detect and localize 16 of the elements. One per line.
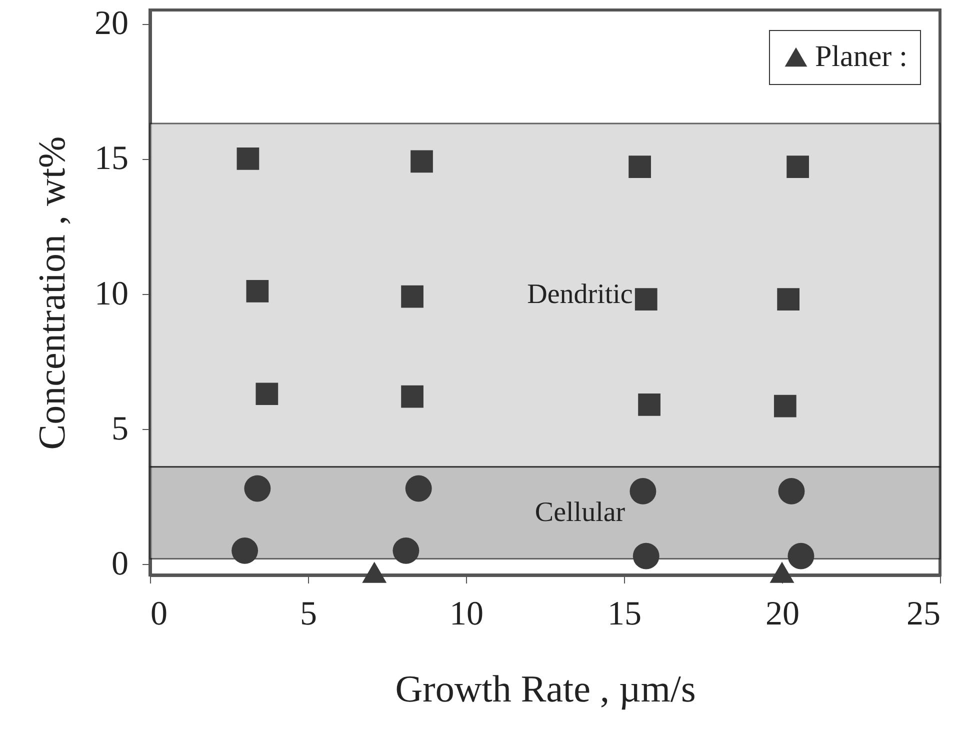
legend-label: Planer :: [815, 40, 908, 73]
x-tick-label: 15: [608, 596, 642, 632]
y-tick-label: 10: [94, 275, 128, 312]
x-axis-title: Growth Rate , µm/s: [395, 668, 696, 710]
x-tick-label: 5: [300, 596, 317, 632]
y-tick-label: 15: [94, 140, 128, 178]
y-tick-label: 5: [112, 410, 128, 448]
y-axis-title: Concentration , wt%: [32, 136, 74, 450]
y-tick-label: 0: [112, 546, 128, 583]
x-tick-label: 0: [150, 596, 168, 632]
x-tick-label: 10: [450, 596, 484, 632]
y-tick-label: 20: [94, 5, 128, 42]
x-tick-label: 25: [906, 596, 940, 632]
band-label: Dendritic: [527, 279, 633, 310]
band-label: Cellular: [534, 496, 626, 528]
x-tick-label: 20: [766, 596, 800, 632]
